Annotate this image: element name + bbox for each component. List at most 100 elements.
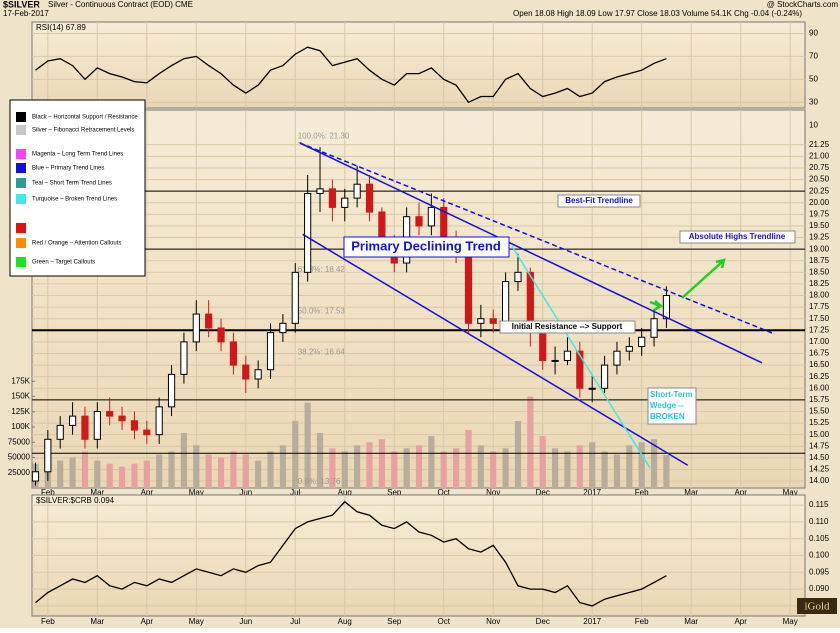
x-tick-label: Mar: [90, 617, 104, 626]
candle-body: [217, 327, 225, 343]
y-tick-label: 20.75: [809, 163, 830, 172]
candle-body: [192, 313, 200, 343]
volume-bar: [440, 451, 447, 488]
volume-tick-label: 125K: [11, 407, 30, 416]
legend-label: Magenta – Long Term Trend Lines: [32, 152, 123, 158]
candle-body: [563, 350, 572, 361]
candle-body: [613, 350, 621, 366]
x-tick-label: Nov: [486, 617, 500, 626]
candle-body: [254, 369, 262, 380]
volume-bar: [589, 442, 596, 488]
candle-body: [588, 387, 596, 390]
description: Silver - Continuous Contract (EOD) CME: [48, 0, 193, 9]
target-arrows: [649, 258, 726, 312]
x-tick-label: May: [783, 488, 798, 497]
legend: Black – Horizontal Support / Resistance S…: [9, 99, 146, 277]
candle-body: [229, 341, 238, 366]
candle-body: [365, 183, 374, 213]
y-tick-label: 10: [809, 120, 818, 129]
volume-bar: [279, 445, 286, 488]
y-tick-label: 16.75: [809, 349, 830, 358]
legend-label: Turquoise – Broken Trend Lines: [32, 197, 117, 203]
volume-bar: [143, 460, 150, 488]
volume-bar: [94, 460, 101, 488]
x-tick-label: Jul: [290, 488, 300, 497]
x-tick-label: Mar: [684, 488, 698, 497]
candle-body: [180, 341, 188, 375]
candle-body: [68, 415, 77, 426]
y-tick-label: 18.75: [809, 256, 830, 265]
legend-label: Blue – Primary Trend Lines: [32, 166, 104, 172]
candle-body: [143, 429, 151, 436]
fib-label: 100.0%: 21.30: [298, 132, 350, 141]
y-tick-label: 20.50: [809, 175, 830, 184]
y-tick-label: 0.100: [809, 551, 830, 560]
annotation-box: [647, 387, 697, 425]
volume-bar: [156, 454, 163, 488]
volume-bar: [131, 463, 138, 488]
candle-body: [242, 364, 250, 380]
fib-label: 38.2%: 16.64: [298, 348, 346, 357]
panel-title: $SILVER:$CRB 0.094: [36, 496, 115, 505]
legend-swatch: [16, 163, 26, 173]
x-tick-label: Apr: [141, 488, 154, 497]
candle-body: [31, 471, 40, 482]
legend-label: Teal – Short Term Trend Lines: [32, 181, 112, 187]
volume-bar: [650, 439, 658, 488]
x-tick-label: Feb: [635, 617, 649, 626]
volume-tick-label: 25000: [8, 468, 31, 477]
volume-tick-label: 75000: [8, 437, 31, 446]
volume-bar: [57, 460, 64, 488]
y-tick-label: 15.00: [809, 430, 830, 439]
legend-label: Silver – Fibonacci Retracement Levels: [32, 128, 134, 134]
volume-bar: [601, 451, 608, 488]
y-tick-label: 16.25: [809, 372, 830, 381]
legend-label: Red / Orange – Attention Callouts: [32, 241, 121, 247]
legend-swatch: [16, 112, 26, 122]
volume-bar: [403, 448, 410, 488]
candle-body: [205, 313, 213, 329]
x-tick-label: Oct: [438, 488, 451, 497]
y-tick-label: 17.75: [809, 302, 830, 311]
volume-tick-label: 175K: [11, 376, 30, 385]
fib-label: 50.0%: 17.53: [298, 306, 346, 315]
y-tick-label: 15.25: [809, 418, 830, 427]
x-tick-label: Aug: [338, 617, 352, 626]
y-tick-label: 30: [809, 97, 818, 106]
y-tick-label: 0.110: [809, 517, 829, 526]
volume-bar: [564, 451, 571, 488]
x-tick-label: Sep: [387, 617, 402, 626]
y-tick-label: 17.00: [809, 337, 830, 346]
volume-bar: [106, 463, 113, 488]
volume-bar: [329, 448, 336, 488]
volume-tick-label: 150K: [11, 392, 30, 401]
candle-body: [427, 206, 435, 227]
y-tick-label: 14.00: [809, 476, 830, 485]
panel-title: RSI(14) 67.89: [36, 23, 86, 32]
candle-body: [155, 406, 163, 436]
y-tick-label: 21.00: [809, 151, 830, 160]
annotation-box: [679, 230, 796, 244]
x-tick-label: Feb: [41, 617, 55, 626]
volume-bar: [69, 457, 76, 488]
legend-label: Green – Target Callouts: [32, 260, 95, 266]
volume-bar: [118, 466, 126, 488]
x-tick-label: May: [783, 617, 798, 626]
y-tick-label: 19.00: [809, 244, 830, 253]
volume-bar: [453, 448, 460, 488]
y-tick-label: 17.25: [809, 325, 830, 334]
volume-bar: [267, 451, 274, 488]
candle-body: [81, 415, 89, 440]
volume-bar: [168, 451, 175, 488]
volume-bar: [527, 396, 534, 488]
y-tick-label: 15.50: [809, 407, 830, 416]
volume-bar: [514, 420, 522, 488]
volume-bar: [428, 436, 435, 488]
volume-bar: [230, 451, 237, 488]
candle-body: [551, 359, 559, 362]
y-tick-label: 0.095: [809, 567, 830, 576]
volume-bar: [477, 445, 484, 488]
y-tick-label: 14.50: [809, 453, 830, 462]
x-tick-label: May: [189, 617, 204, 626]
